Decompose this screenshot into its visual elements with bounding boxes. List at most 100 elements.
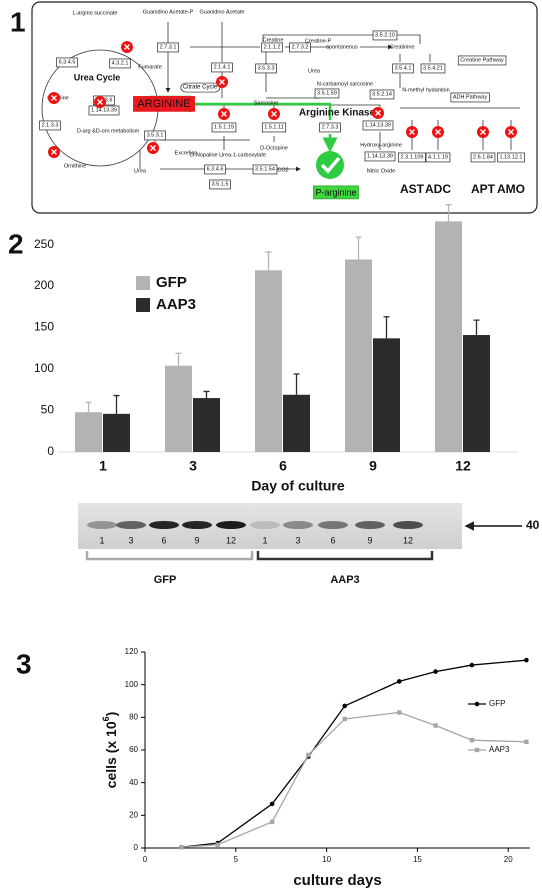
point (433, 723, 438, 728)
node-box (425, 152, 451, 163)
inhibition-cross (375, 110, 381, 116)
node-box (261, 122, 287, 133)
node-label: CO2 (277, 167, 288, 173)
group-label: GFP (154, 574, 177, 586)
node-box (144, 130, 166, 141)
x-tick-label: 12 (455, 458, 471, 474)
size-marker: 40 kDa (526, 518, 542, 532)
error-bar (203, 390, 210, 399)
diagram-node: 2.7.3.3 (319, 122, 341, 133)
lane-label: 3 (295, 535, 300, 545)
x-tick-label: 1 (99, 458, 107, 474)
legend-label: GFP (156, 274, 187, 291)
node-label: ADH Pathway (453, 94, 487, 100)
node-label: 3.5.2.14 (372, 91, 392, 97)
error-bar (473, 319, 480, 336)
legend-swatch (136, 276, 150, 290)
node-label: 3.5.4.1 (395, 65, 412, 71)
blot-band (393, 521, 423, 529)
group-bracket (256, 551, 434, 561)
bar (165, 365, 192, 452)
group-label: AAP3 (330, 574, 359, 586)
diagram-node: 1.14.13.39 (362, 120, 394, 131)
node-label: Creatine (263, 37, 284, 43)
node-label: Sarcosine (254, 100, 278, 106)
point (342, 716, 347, 722)
diagram-node: Creatine-P (305, 38, 332, 44)
node-label: Excretion (175, 150, 198, 156)
diagram-node: 3.5.2.10 (372, 30, 398, 41)
diagram-node: Creatine Pathway (457, 55, 507, 66)
node-label: 1.14.13.39 (365, 122, 391, 128)
diagram-node: 3.5.2.14 (369, 89, 395, 100)
inhibition-cross (150, 145, 156, 151)
inhibition-cross (97, 99, 103, 105)
node-box (420, 63, 446, 74)
y-axis-label-part: ) (103, 712, 119, 717)
diagram-node: ADH Pathway (450, 92, 490, 103)
diagram-node: 1.5.1.11 (261, 122, 287, 133)
blot-band (216, 521, 246, 529)
node-label: 2.7.3.1 (160, 44, 177, 50)
node-box (289, 42, 311, 53)
diagram-node: 3.5.1.5 (209, 179, 231, 190)
diagram-node: D-arg &D-orn metabolism (77, 128, 140, 134)
bar (283, 394, 310, 452)
diagram-node: 1.5.1.19 (211, 122, 237, 133)
diagram-node: 2.1.3.3 (39, 120, 61, 131)
point (469, 662, 475, 668)
node-label: AMO (497, 182, 525, 196)
node-box (398, 152, 426, 163)
node-box (497, 152, 525, 163)
node-label: 2.7.3.2 (292, 44, 309, 50)
node-box (157, 42, 179, 53)
diagram-node: 3.5.3.3 (255, 63, 277, 74)
node-label: Nitric Oxide (367, 168, 395, 174)
diagram-node: D-Nopaline Urea-1-carboxylate (190, 152, 266, 158)
node-label: N-carbamoyl sarcosine (317, 81, 373, 87)
diagram-node: P-arginine (313, 185, 359, 200)
diagram-node: Guanidino Acetate (200, 9, 245, 15)
inhibition-cross (435, 129, 441, 135)
point (433, 669, 438, 674)
diagram-node: Guanidino Acetate-P (143, 9, 194, 15)
node-label: Urea (134, 168, 147, 174)
inhibition-cross (219, 79, 225, 85)
diagram-node: 1.14.13.39 (88, 105, 120, 116)
y-tick-label: 100 (34, 361, 54, 375)
diagram-node: Sarcosine (254, 100, 278, 106)
point (524, 739, 529, 745)
blot-band (149, 521, 179, 529)
error-bar (265, 251, 272, 271)
diagram-node: L-argino succinate (73, 10, 118, 16)
node-box (319, 122, 341, 133)
node-label: 2.1.4.1 (214, 64, 231, 70)
diagram-node: 1.14.13.39 (364, 151, 396, 162)
point (342, 703, 348, 709)
node-box (457, 55, 507, 66)
x-tick-label: 3 (189, 458, 197, 474)
node-box (109, 58, 131, 69)
node-label: 2.1.3.3 (42, 122, 59, 128)
x-tick-label: 15 (413, 855, 422, 864)
point (215, 842, 220, 847)
legend-label: GFP (489, 699, 505, 708)
lane-label: 6 (161, 535, 166, 545)
diagram-node: 3.5.4.1 (392, 63, 414, 74)
diagram-node: Fumarate (138, 64, 162, 70)
diagram-node: N-carbamoyl sarcosine (317, 81, 373, 87)
lane-label: 6 (330, 535, 335, 545)
inhibition-cross (51, 95, 57, 101)
node-label: Citrate Cycle (183, 85, 218, 91)
diagram-node: 1.13.12.1 (497, 152, 525, 163)
lane-label: 3 (128, 535, 133, 545)
diagram-labels: L-argino succinate 4.3.2.1 6.3.4.5 Urea Cyc… (39, 9, 525, 200)
y-tick-label: 40 (129, 778, 138, 787)
diagram-node: Arginine Kinase (299, 108, 376, 119)
diagram-node: 3.5.1.59 (314, 88, 340, 99)
node-box (314, 88, 340, 99)
bar (463, 335, 490, 452)
diagram-node: 3.5.1.54 (252, 164, 278, 175)
x-tick-label: 20 (504, 855, 513, 864)
